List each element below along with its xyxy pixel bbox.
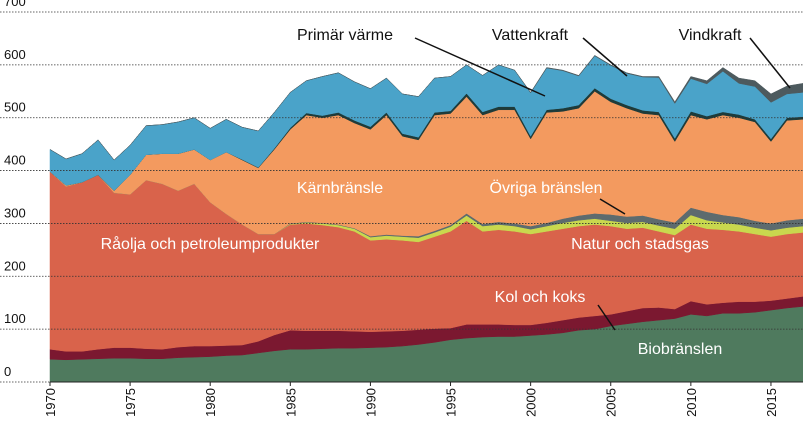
x-tick-label: 1970 (43, 388, 58, 417)
y-tick-label: 400 (4, 153, 26, 168)
leader-line (414, 37, 546, 97)
series-label: Biobränslen (638, 341, 723, 358)
series-label: Kol och koks (495, 289, 586, 306)
x-tick-label: 1975 (123, 388, 138, 417)
series-label: Övriga bränslen (490, 179, 603, 197)
x-tick-label: 2015 (764, 388, 779, 417)
y-tick-label: 300 (4, 205, 26, 220)
x-tick-label: 1985 (283, 388, 298, 417)
y-tick-label: 700 (4, 0, 26, 9)
x-tick-label: 2010 (684, 388, 699, 417)
y-tick-label: 200 (4, 258, 26, 273)
leader-line (582, 37, 628, 77)
x-tick-label: 1980 (203, 388, 218, 417)
y-tick-label: 0 (4, 364, 11, 379)
x-tick-label: 2005 (604, 388, 619, 417)
series-label: Råolja och petroleumprodukter (101, 235, 320, 253)
leader-line (599, 198, 626, 215)
series-label: Kärnbränsle (297, 180, 383, 197)
series-label: Primär värme (297, 27, 393, 44)
y-tick-label: 500 (4, 100, 26, 115)
y-tick-label: 100 (4, 311, 26, 326)
x-tick-label: 1990 (363, 388, 378, 417)
series-label: Natur och stadsgas (571, 236, 709, 253)
x-tick-label: 2000 (524, 388, 539, 417)
series-label: Vindkraft (679, 27, 742, 44)
leader-line (597, 304, 616, 331)
leader-line (749, 37, 791, 89)
series-label: Vattenkraft (492, 27, 569, 44)
area (49, 55, 803, 161)
x-tick-label: 1995 (444, 388, 459, 417)
y-tick-label: 600 (4, 47, 26, 62)
